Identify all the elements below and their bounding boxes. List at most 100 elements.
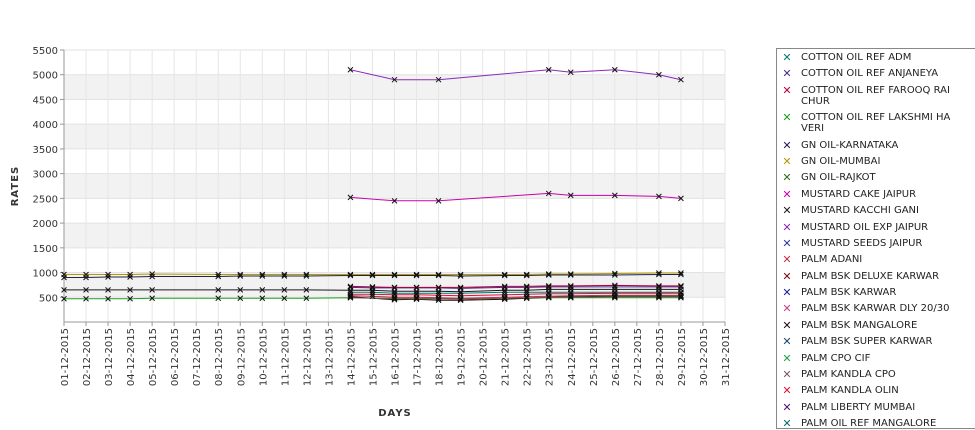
x-tick-label: 21-12-2015 [501,328,512,386]
legend-item[interactable]: ✕ MUSTARD SEEDS JAIPUR [777,238,975,249]
legend-item[interactable]: ✕ PALM BSK KARWAR DLY 20/30 [777,303,975,314]
legend-item[interactable]: ✕ COTTON OIL REF ANJANEYA [777,68,975,79]
x-tick-label: 08-12-2015 [214,328,225,386]
data-point [523,291,530,298]
legend-item[interactable]: ✕ PALM BSK SUPER KARWAR [777,336,975,347]
x-tick-label: 14-12-2015 [346,328,357,386]
data-point [435,297,442,304]
legend-item[interactable]: ✕ MUSTARD KACCHI GANI [777,205,975,216]
data-point [501,296,508,303]
data-point [347,272,354,279]
data-point [567,290,574,297]
data-point [611,290,618,297]
legend-marker-icon: ✕ [782,51,792,64]
data-point [105,287,111,293]
legend-label: COTTON OIL REF ADM [801,52,912,63]
x-tick-label: 04-12-2015 [126,328,137,386]
x-tick-label: 19-12-2015 [457,328,468,386]
legend-marker-icon: ✕ [782,269,792,283]
legend-item[interactable]: ✕ PALM BSK KARWAR [777,287,975,298]
data-point [656,290,662,297]
data-point [567,192,574,199]
y-tick-label: 4000 [33,120,58,131]
x-tick-label: 29-12-2015 [677,328,688,386]
legend-label: PALM KANDLA OLIN [801,385,899,397]
legend-marker-icon: ✕ [782,368,792,382]
data-point [369,285,376,291]
legend-label: COTTON OIL REF ANJANEYA [801,68,939,80]
data-point [61,287,67,293]
data-point [567,271,574,277]
data-point [678,271,684,278]
legend-item[interactable]: ✕ PALM LIBERTY MUMBAI [777,402,975,413]
data-point [501,294,508,301]
data-point [127,271,133,278]
legend-item[interactable]: ✕ PALM BSK MANGALORE [777,320,975,331]
data-point [391,294,398,301]
data-point [567,284,574,290]
legend-item[interactable]: ✕ GN OIL-RAJKOT [777,172,975,183]
data-point [567,286,574,293]
legend-marker-icon: ✕ [782,318,792,332]
data-point [281,287,288,293]
legend-item[interactable]: ✕ GN OIL-MUMBAI [777,156,975,167]
legend-label: PALM OIL REF MANGALORE [801,418,937,430]
data-point [457,292,464,299]
x-tick-label: 11-12-2015 [280,328,291,386]
data-point [303,295,310,302]
legend-item[interactable]: ✕ PALM ADANI [777,254,975,265]
legend-item[interactable]: ✕ COTTON OIL REF FAROOQ RAI CHUR [777,85,975,107]
data-point [149,287,155,293]
legend-item[interactable]: ✕ PALM CPO CIF [777,353,975,364]
y-tick-label: 1000 [33,269,58,280]
x-tick-label: 07-12-2015 [192,328,203,386]
legend-marker-icon: ✕ [782,187,792,201]
data-point [259,271,266,278]
data-point [347,291,354,298]
legend-item[interactable]: ✕ PALM BSK DELUXE KARWAR [777,271,975,282]
data-point [656,271,662,278]
legend-marker-icon: ✕ [782,236,792,250]
data-point [501,287,508,294]
data-point [391,291,398,298]
x-tick-label: 06-12-2015 [170,328,181,386]
legend-item[interactable]: ✕ COTTON OIL REF ADM [777,52,975,63]
data-point [105,271,111,278]
legend-marker-icon: ✕ [782,204,792,218]
legend-label: GN OIL-RAJKOT [801,172,876,184]
data-point [347,293,354,300]
legend-label: MUSTARD CAKE JAIPUR [801,188,917,200]
x-tick-label: 30-12-2015 [699,328,710,386]
x-tick-label: 28-12-2015 [655,328,666,386]
legend-item[interactable]: ✕ MUSTARD CAKE JAIPUR [777,189,975,200]
data-point [523,271,530,278]
data-point [391,271,398,278]
y-tick-label: 5000 [33,71,58,82]
data-point [501,291,508,298]
data-point [611,270,618,277]
legend-label: PALM CPO CIF [801,352,871,364]
legend-marker-icon: ✕ [782,351,792,365]
x-tick-label: 18-12-2015 [435,328,446,386]
data-point [391,272,398,279]
data-point [545,293,552,300]
legend-label: GN OIL-KARNATAKA [801,139,899,151]
legend-item[interactable]: ✕ GN OIL-KARNATAKA [777,140,975,151]
legend-item[interactable]: ✕ MUSTARD OIL EXP JAIPUR [777,222,975,233]
data-point [501,289,508,296]
legend-item[interactable]: ✕ PALM KANDLA CPO [777,369,975,380]
y-tick-label: 1500 [33,244,58,255]
x-tick-label: 24-12-2015 [567,328,578,386]
data-point [611,272,618,278]
legend-item[interactable]: ✕ PALM OIL REF MANGALORE [777,418,975,429]
data-point [347,271,354,278]
y-tick-label: 2500 [33,194,58,205]
legend-item[interactable]: ✕ PALM KANDLA OLIN [777,385,975,396]
legend-item[interactable]: ✕ COTTON OIL REF LAKSHMI HA VERI [777,112,975,134]
legend-marker-icon: ✕ [782,154,792,168]
series-line [350,192,681,202]
x-axis-ticks: 01-12-2015 02-12-2015 03-12-2015 04-12-2015… [60,322,732,386]
x-tick-label: 16-12-2015 [391,328,402,386]
legend-marker-icon: ✕ [782,302,792,316]
chart-series-markers [61,66,684,304]
